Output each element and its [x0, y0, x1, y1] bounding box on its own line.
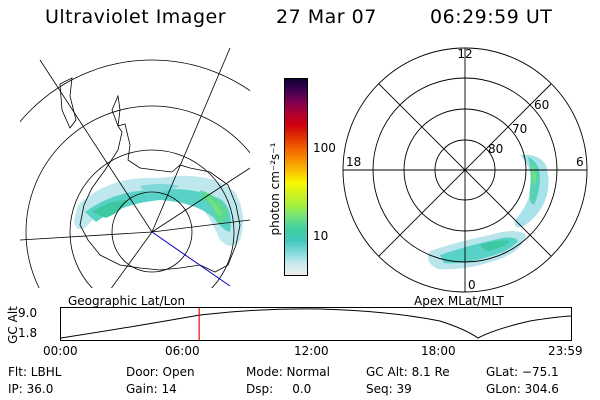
- latitude-grid: [20, 59, 250, 288]
- instrument-title: Ultraviolet Imager: [45, 6, 227, 28]
- altitude-orbit-plot: [60, 307, 572, 341]
- time-tick-23-59: 23:59: [548, 344, 583, 358]
- time-label: 06:29:59 UT: [430, 6, 553, 28]
- dsp-status: Dsp: 0.0: [246, 382, 312, 396]
- colorbar-unit-label: photon cm⁻²s⁻¹: [268, 142, 282, 236]
- glon-status: GLon: 304.6: [486, 382, 559, 396]
- time-tick-00-00: 00:00: [43, 344, 78, 358]
- geographic-caption: Geographic Lat/Lon: [68, 294, 186, 308]
- time-tick-06-00: 06:00: [165, 344, 200, 358]
- gc-alt-status: GC Alt: 8.1 Re: [366, 365, 450, 379]
- altitude-ytick-max: 9.0: [18, 306, 38, 320]
- date-label: 27 Mar 07: [276, 6, 377, 28]
- seq-status: Seq: 39: [366, 382, 412, 396]
- south-america-outline: [59, 77, 77, 129]
- colorbar: [284, 78, 308, 276]
- altitude-curve: [60, 308, 572, 339]
- altitude-plot-frame: [60, 307, 572, 341]
- geographic-map: [20, 48, 250, 288]
- mlt-label-18: 18: [346, 155, 361, 169]
- time-tick-12-00: 12:00: [294, 344, 329, 358]
- mlat-label-60: 60: [534, 98, 549, 112]
- ip-status: IP: 36.0: [8, 382, 54, 396]
- mlat-label-70: 70: [512, 122, 527, 136]
- mode-status: Mode: Normal: [246, 365, 330, 379]
- apex-caption: Apex MLat/MLT: [414, 294, 504, 308]
- mlt-label-6: 6: [576, 155, 584, 169]
- apex-polar-plot: 12 18 6 0 60 70 80: [342, 47, 588, 293]
- longitude-grid: [20, 48, 250, 288]
- colorbar-tick-100: 100: [313, 141, 336, 155]
- altitude-ytick-min: 1.8: [18, 326, 38, 340]
- door-status: Door: Open: [126, 365, 195, 379]
- aurora-emission-geographic: [74, 175, 244, 246]
- aurora-emission-apex: [428, 154, 549, 270]
- colorbar-tick-10: 10: [313, 229, 329, 243]
- mlt-label-12: 12: [457, 47, 472, 61]
- sun-direction-line: [151, 231, 231, 287]
- time-tick-18-00: 18:00: [421, 344, 456, 358]
- filter-status: Flt: LBHL: [8, 365, 62, 379]
- mlt-label-0: 0: [468, 278, 476, 292]
- glat-status: GLat: −75.1: [486, 365, 559, 379]
- mlat-label-80: 80: [488, 142, 503, 156]
- peninsula-outline: [111, 94, 121, 127]
- mlt-grid: [343, 48, 587, 292]
- antarctica-outline: [79, 123, 241, 273]
- gain-status: Gain: 14: [126, 382, 177, 396]
